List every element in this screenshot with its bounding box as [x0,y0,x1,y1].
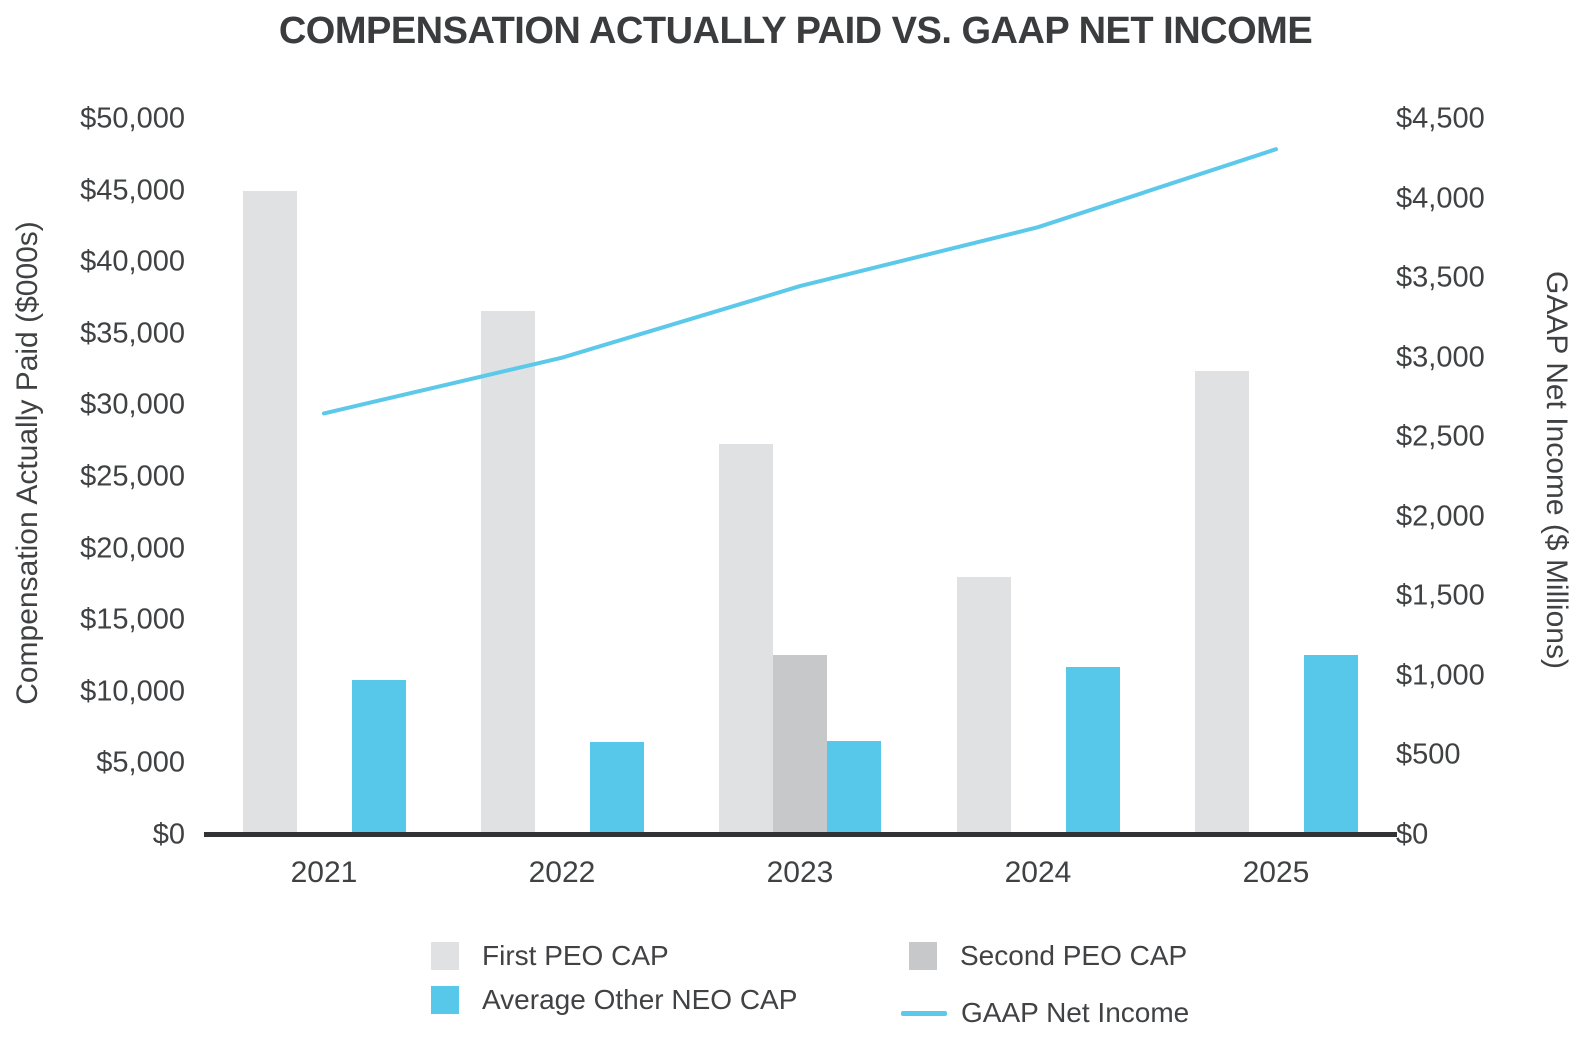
gaap-net-income-line-layer [322,147,1278,416]
left-axis-tick-4: $20,000 [80,532,185,565]
bar-first-peo-cap-2024 [956,577,1011,835]
left-axis-tick-5: $25,000 [80,460,185,493]
left-axis-tick-3: $15,000 [80,603,185,636]
x-label-2025: 2025 [1242,856,1310,889]
plot-area [204,119,1397,837]
left-axis-tick-2: $10,000 [80,675,185,708]
left-axis-tick-1: $5,000 [96,746,185,779]
right-axis-tick-5: $2,500 [1396,420,1485,453]
x-axis-line [204,832,1397,837]
x-label-2023: 2023 [766,856,834,889]
x-label-2021: 2021 [290,856,358,889]
right-axis-title: GAAP Net Income ($ Millions) [1540,271,1573,669]
bar-first-peo-cap-2025 [1194,371,1249,835]
bar-first-peo-cap-2022 [480,310,535,835]
bar-average-other-neo-cap-2024 [1065,667,1120,835]
x-label-2024: 2024 [1004,856,1072,889]
right-axis-tick-4: $2,000 [1396,500,1485,533]
line-gaap-net-income [322,147,1278,416]
right-axis-tick-6: $3,000 [1396,341,1485,374]
right-axis-tick-8: $4,000 [1396,182,1485,215]
right-axis-tick-1: $500 [1396,738,1461,771]
right-axis-tick-0: $0 [1396,818,1429,851]
bar-first-peo-cap-2021 [242,190,297,835]
legend-swatch-icon [431,986,459,1014]
legend-label: GAAP Net Income [961,997,1190,1028]
left-axis-tick-0: $0 [152,818,185,851]
right-axis-tick-3: $1,500 [1396,579,1485,612]
right-axis-tick-7: $3,500 [1396,261,1485,294]
legend-swatch-icon [909,942,937,970]
chart-title: COMPENSATION ACTUALLY PAID VS. GAAP NET … [278,10,1313,52]
left-axis-tick-9: $45,000 [80,174,185,207]
left-axis-tick-10: $50,000 [80,102,185,135]
legend-swatch-icon [431,942,459,970]
legend-label: Second PEO CAP [960,940,1188,971]
legend-item-second-peo-cap: Second PEO CAP [909,940,1188,971]
left-axis-tick-7: $35,000 [80,317,185,350]
bar-average-other-neo-cap-2023 [827,740,881,835]
legend-label: Average Other NEO CAP [482,984,798,1015]
bar-average-other-neo-cap-2022 [589,741,644,835]
right-axis-tick-2: $1,000 [1396,659,1485,692]
right-axis-tick-9: $4,500 [1396,102,1485,135]
bar-first-peo-cap-2023 [719,444,773,835]
bar-average-other-neo-cap-2025 [1303,654,1358,835]
left-axis-tick-8: $40,000 [80,245,185,278]
x-label-2022: 2022 [528,856,596,889]
left-axis-tick-6: $30,000 [80,388,185,421]
legend-item-first-peo-cap: First PEO CAP [431,940,669,971]
bar-second-peo-cap-2023 [773,654,827,835]
legend-item-gaap-net-income: GAAP Net Income [901,997,1190,1028]
legend-item-average-other-neo-cap: Average Other NEO CAP [431,984,798,1015]
legend-line-icon [901,1010,947,1016]
bar-average-other-neo-cap-2021 [351,680,406,835]
legend-label: First PEO CAP [482,940,669,971]
